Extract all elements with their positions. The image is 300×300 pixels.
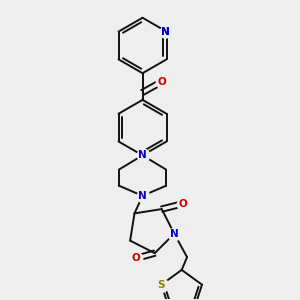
Text: N: N (170, 229, 178, 239)
Text: O: O (131, 254, 140, 263)
Text: N: N (161, 27, 170, 37)
Text: O: O (179, 199, 188, 209)
Text: S: S (158, 280, 165, 290)
Text: N: N (161, 27, 170, 37)
Text: N: N (138, 191, 147, 201)
Text: N: N (138, 150, 147, 160)
Text: O: O (158, 77, 166, 87)
